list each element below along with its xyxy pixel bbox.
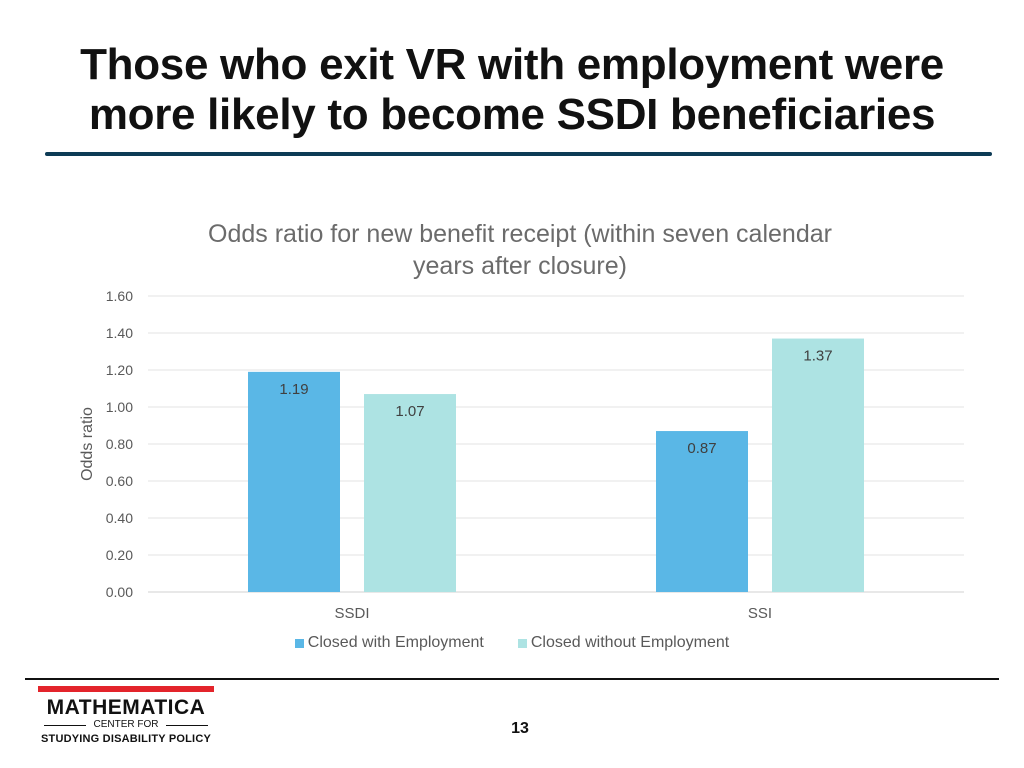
bar xyxy=(656,431,748,592)
legend-label-series-1: Closed with Employment xyxy=(307,634,484,651)
logo-subtitle: CENTER FOR xyxy=(93,719,159,730)
chart-legend: Closed with Employment Closed without Em… xyxy=(0,634,1024,652)
logo-wordmark: MATHEMATICA xyxy=(46,696,206,719)
y-tick-label: 0.40 xyxy=(106,510,133,526)
title-underline xyxy=(45,152,992,156)
legend-label-series-2: Closed without Employment xyxy=(530,634,730,651)
y-tick-label: 0.20 xyxy=(106,547,133,563)
slide-title-line-2: more likely to become SSDI beneficiaries xyxy=(88,90,936,139)
data-label: 0.87 xyxy=(687,440,716,457)
legend-item-series-1: Closed with Employment xyxy=(294,634,484,652)
chart-title-line-1: Odds ratio for new benefit receipt (with… xyxy=(208,220,832,248)
y-axis-title: Odds ratio xyxy=(79,407,96,481)
bar xyxy=(364,394,456,592)
bar xyxy=(772,338,864,592)
slide-title-line-1: Those who exit VR with employment were xyxy=(80,40,944,89)
chart-title: Odds ratio for new benefit receipt (with… xyxy=(150,218,890,282)
x-tick-label: SSDI xyxy=(334,605,369,622)
data-label: 1.37 xyxy=(803,348,832,365)
y-tick-label: 1.20 xyxy=(106,362,133,378)
data-label: 1.19 xyxy=(279,381,308,398)
logo-sub-rule-left xyxy=(44,725,86,726)
y-tick-label: 0.00 xyxy=(106,584,133,600)
y-tick-label: 1.40 xyxy=(106,325,133,341)
slide-title: Those who exit VR with employment were m… xyxy=(0,40,1024,140)
legend-item-series-2: Closed without Employment xyxy=(517,634,730,652)
y-tick-label: 1.00 xyxy=(106,399,133,415)
page-number: 13 xyxy=(511,720,529,737)
x-tick-label: SSI xyxy=(748,605,772,622)
legend-swatch-series-1 xyxy=(294,638,304,648)
footer-divider xyxy=(25,678,999,680)
logo-tagline: STUDYING DISABILITY POLICY xyxy=(40,733,211,745)
y-tick-label: 0.60 xyxy=(106,473,133,489)
mathematica-logo: MATHEMATICA CENTER FOR STUDYING DISABILI… xyxy=(38,686,214,752)
y-tick-label: 0.80 xyxy=(106,436,133,452)
chart-title-line-2: years after closure) xyxy=(413,252,627,280)
logo-sub-rule-right xyxy=(166,725,208,726)
data-label: 1.07 xyxy=(395,403,424,420)
y-tick-label: 1.60 xyxy=(106,288,133,304)
logo-red-bar xyxy=(38,686,214,692)
bar xyxy=(248,371,340,592)
legend-swatch-series-2 xyxy=(517,638,527,648)
